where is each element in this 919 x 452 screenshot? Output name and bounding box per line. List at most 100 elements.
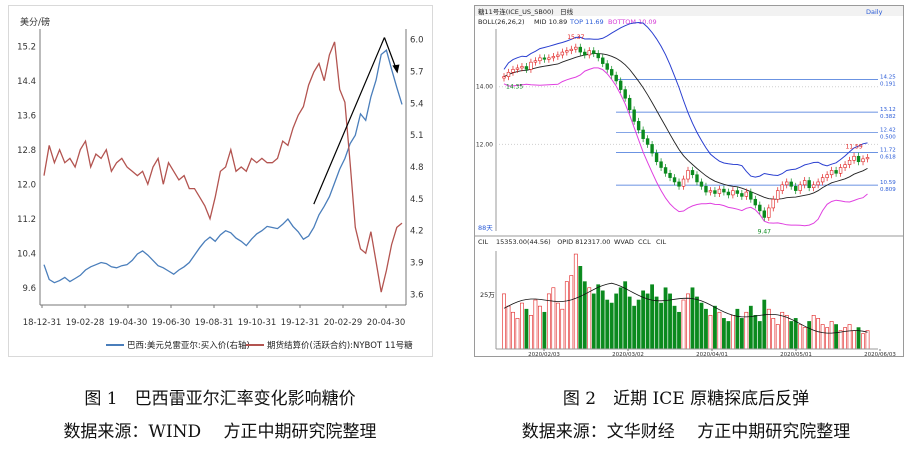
volume-bar bbox=[564, 281, 569, 350]
volume-bar bbox=[847, 324, 852, 350]
right-tick-label: 5.1 bbox=[410, 131, 424, 141]
volume-bar bbox=[555, 302, 560, 350]
volume-bar bbox=[690, 287, 695, 350]
boll-bottom-line bbox=[503, 67, 868, 227]
volume-bar bbox=[654, 296, 659, 350]
right-tick-label: 5.4 bbox=[410, 99, 424, 109]
candle-body bbox=[569, 48, 574, 51]
candle-body bbox=[735, 190, 740, 194]
candle-body bbox=[717, 188, 722, 194]
volume-bar bbox=[511, 311, 515, 350]
volume-bar bbox=[546, 293, 551, 350]
candle-body bbox=[749, 191, 753, 200]
volume-bar bbox=[730, 315, 735, 350]
bottom-label: BOTTOM 10.09 bbox=[608, 18, 657, 26]
legend-wvad: WVAD bbox=[614, 238, 634, 246]
left-tick-label: 9.6 bbox=[22, 284, 36, 294]
candle-body bbox=[865, 157, 870, 160]
candle-body bbox=[636, 121, 641, 131]
candle-body bbox=[834, 170, 838, 174]
volume-bar bbox=[668, 293, 672, 350]
x-tick-label: 2020/03/02 bbox=[612, 352, 644, 357]
volume-bar bbox=[713, 305, 717, 350]
left-tick-label: 12.0 bbox=[17, 180, 36, 190]
candle-body bbox=[807, 180, 811, 189]
candle-body bbox=[542, 57, 547, 60]
candle-body bbox=[592, 50, 596, 54]
boll-top-line bbox=[503, 21, 868, 178]
candle-body bbox=[794, 185, 798, 191]
candle-body bbox=[538, 57, 542, 62]
candle-body bbox=[659, 161, 663, 168]
volume-bar bbox=[802, 327, 807, 350]
fib-pct-label: 0.500 bbox=[880, 134, 896, 140]
candle-body bbox=[677, 181, 681, 187]
candle-body bbox=[627, 97, 632, 111]
x-tick-label: 19-04-30 bbox=[109, 318, 148, 328]
low-annotation: 9.47 bbox=[758, 228, 772, 235]
candle-body bbox=[668, 172, 672, 178]
candle-body bbox=[663, 167, 668, 174]
candle-body bbox=[726, 191, 731, 196]
volume-bar bbox=[650, 284, 654, 350]
figure-2-title: 图 2 近期 ICE 原糖探底后反弹 bbox=[562, 389, 810, 409]
volume-bar bbox=[627, 296, 632, 350]
figure-2-source: 数据来源：文华财经 方正中期研究院整理 bbox=[521, 422, 851, 442]
candle-body bbox=[740, 193, 744, 197]
candle-body bbox=[843, 164, 847, 168]
volume-bar bbox=[677, 311, 681, 350]
candle-body bbox=[645, 138, 650, 145]
volume-bar bbox=[766, 308, 771, 350]
candle-body bbox=[556, 54, 560, 57]
volume-bar bbox=[811, 315, 816, 350]
legend-label-sugar: 期货结算价(活跃合约):NYBOT 11号糖 bbox=[267, 340, 413, 351]
right-tick-label: 4.5 bbox=[410, 195, 424, 205]
candle-body bbox=[861, 158, 865, 163]
boll-label: BOLL(26,26,2) bbox=[478, 18, 525, 26]
brl-sugar-line-chart: 美分/磅 9.6 10.4 11.2 12.0 12.8 13.6 14.4 15.2 3.6 3… bbox=[8, 5, 433, 357]
candle-body bbox=[708, 190, 713, 193]
figure-1-chart: 美分/磅 9.6 10.4 11.2 12.0 12.8 13.6 14.4 15.2 3.6 3… bbox=[8, 5, 433, 357]
volume-bar bbox=[829, 321, 834, 350]
volume-bar bbox=[551, 287, 556, 350]
legend-ccl: CCL bbox=[638, 238, 651, 246]
volume-bar bbox=[569, 275, 574, 350]
volume-bar bbox=[762, 299, 767, 350]
fib-pct-label: 0.191 bbox=[880, 82, 896, 88]
figure-1-caption: 图 1 巴西雷亚尔汇率变化影响糖价 数据来源：WIND 方正中期研究院整理 bbox=[0, 387, 440, 444]
right-tick-label: 3.9 bbox=[410, 259, 424, 269]
candle-body bbox=[511, 69, 515, 73]
trend-line bbox=[313, 37, 385, 205]
candle-body bbox=[722, 188, 726, 193]
volume-bar bbox=[726, 321, 731, 350]
candle-body bbox=[789, 181, 793, 187]
volume-bar bbox=[618, 287, 623, 350]
x-tick-label: 2020/06/03 bbox=[864, 352, 896, 357]
volume-bar bbox=[605, 299, 610, 350]
candle-body bbox=[780, 184, 784, 191]
candle-body bbox=[520, 66, 524, 69]
volume-bar bbox=[632, 305, 637, 350]
series-line-brl bbox=[43, 49, 403, 284]
price-tick-label: 12.00 bbox=[476, 141, 493, 148]
volume-bar bbox=[722, 318, 726, 350]
candle-body bbox=[785, 181, 789, 186]
fib-price-label: 12.42 bbox=[880, 127, 896, 133]
volume-bar bbox=[623, 281, 628, 350]
volume-bar bbox=[852, 330, 856, 350]
volume-bar bbox=[735, 308, 740, 350]
volume-bar bbox=[681, 299, 686, 350]
window-period: Daily bbox=[866, 8, 883, 16]
volume-bar bbox=[699, 302, 704, 350]
figure-2-caption: 图 2 近期 ICE 原糖探底后反弹 数据来源：文华财经 方正中期研究院整理 bbox=[466, 387, 906, 444]
boll-mid-line bbox=[503, 53, 868, 200]
candle-body bbox=[515, 67, 520, 70]
candle-body bbox=[524, 66, 529, 70]
volume-bar bbox=[538, 305, 542, 350]
left-tick-label: 13.6 bbox=[17, 111, 36, 121]
volume-bar bbox=[587, 287, 592, 350]
legend-label-brl: 巴西:美元兑雷亚尔:买入价(右轴) bbox=[127, 340, 250, 351]
x-tick-label: 2020/04/01 bbox=[696, 352, 728, 357]
candle-body bbox=[681, 178, 686, 187]
volume-bar bbox=[757, 321, 762, 350]
